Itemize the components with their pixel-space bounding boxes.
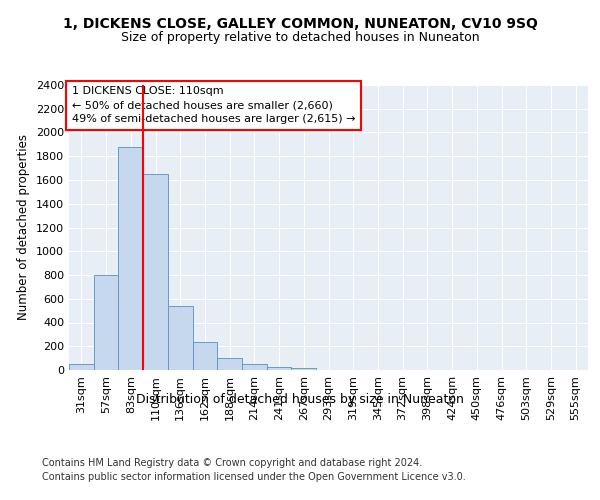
Bar: [168, 306, 193, 370]
Y-axis label: Number of detached properties: Number of detached properties: [17, 134, 31, 320]
Text: Size of property relative to detached houses in Nuneaton: Size of property relative to detached ho…: [121, 31, 479, 44]
Text: Distribution of detached houses by size in Nuneaton: Distribution of detached houses by size …: [136, 392, 464, 406]
Bar: [193, 342, 217, 370]
Text: 1 DICKENS CLOSE: 110sqm
← 50% of detached houses are smaller (2,660)
49% of semi: 1 DICKENS CLOSE: 110sqm ← 50% of detache…: [71, 86, 355, 124]
Bar: [94, 275, 118, 370]
Bar: [143, 174, 168, 370]
Bar: [292, 368, 316, 370]
Text: Contains HM Land Registry data © Crown copyright and database right 2024.: Contains HM Land Registry data © Crown c…: [42, 458, 422, 468]
Bar: [217, 358, 242, 370]
Text: 1, DICKENS CLOSE, GALLEY COMMON, NUNEATON, CV10 9SQ: 1, DICKENS CLOSE, GALLEY COMMON, NUNEATO…: [62, 18, 538, 32]
Bar: [267, 366, 292, 370]
Bar: [118, 147, 143, 370]
Bar: [69, 364, 94, 370]
Bar: [242, 364, 267, 370]
Text: Contains public sector information licensed under the Open Government Licence v3: Contains public sector information licen…: [42, 472, 466, 482]
